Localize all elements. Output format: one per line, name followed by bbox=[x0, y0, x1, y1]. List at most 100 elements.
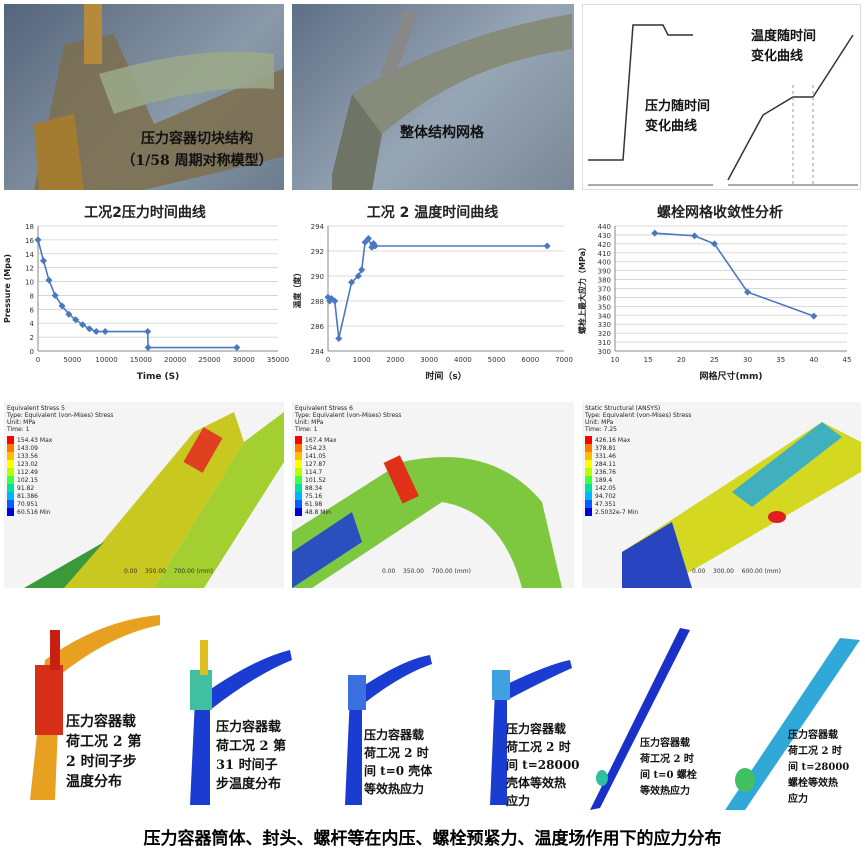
legend-row: 154.23 bbox=[295, 444, 337, 452]
pressure-curve-label-line1: 压力随时间 bbox=[645, 99, 711, 114]
thermal-label-line: 压力容器载 bbox=[506, 722, 567, 736]
data-point bbox=[744, 288, 752, 296]
legend-swatch bbox=[585, 500, 592, 508]
legend-row: 102.15 bbox=[7, 476, 52, 484]
temperature-curve-label-line2: 变化曲线 bbox=[751, 49, 804, 64]
legend-value: 114.7 bbox=[305, 468, 323, 476]
mesh-render bbox=[332, 8, 572, 190]
scale-label: 600.00 (mm) bbox=[741, 568, 781, 575]
legend-value: 88.34 bbox=[305, 484, 323, 492]
legend-swatch bbox=[295, 436, 302, 444]
x-tick-label: 2000 bbox=[387, 356, 405, 364]
data-point bbox=[79, 321, 87, 329]
legend-swatch bbox=[295, 484, 302, 492]
legend-value: 142.05 bbox=[595, 484, 616, 492]
data-point bbox=[144, 328, 152, 336]
legend-value: 94.702 bbox=[595, 492, 616, 500]
model-block-label: 压力容器切块结构 （1/58 周期对称模型） bbox=[112, 128, 282, 172]
thermal-label-3: 压力容器载 荷工况 2 时 间 t=0 壳体 等效热应力 bbox=[364, 726, 432, 798]
x-tick-label: 5000 bbox=[488, 356, 506, 364]
legend-swatch bbox=[585, 484, 592, 492]
legend-value: 101.52 bbox=[305, 476, 326, 484]
legend-value: 60.516 Min bbox=[17, 508, 51, 516]
legend-row: 123.02 bbox=[7, 460, 52, 468]
stress-header-line: Unit: MPa bbox=[295, 419, 324, 426]
legend-swatch bbox=[7, 492, 14, 500]
y-tick-label: 10 bbox=[25, 279, 34, 287]
x-tick-label: 0 bbox=[326, 356, 330, 364]
legend-row: 88.34 bbox=[295, 484, 337, 492]
legend-swatch bbox=[295, 476, 302, 484]
y-tick-label: 294 bbox=[311, 223, 325, 231]
legend-row: 141.05 bbox=[295, 452, 337, 460]
legend-row: 81.386 bbox=[7, 492, 52, 500]
legend-value: 75.16 bbox=[305, 492, 323, 500]
data-point bbox=[58, 302, 66, 310]
legend-swatch bbox=[7, 444, 14, 452]
data-point bbox=[51, 291, 59, 299]
stress-header-line: Equivalent Stress 5 bbox=[7, 405, 65, 412]
pressure-chart: 0 2 4 6 8 10 12 14 16 18 0 5000 10000 15000 20000 25000… bbox=[3, 223, 289, 382]
x-tick-label: 40 bbox=[809, 356, 818, 364]
legend-row: 167.4 Max bbox=[295, 436, 337, 444]
legend-swatch bbox=[585, 452, 592, 460]
legend-row: 48.8 Min bbox=[295, 508, 337, 516]
legend-row: 47.351 bbox=[585, 500, 638, 508]
scale-label: 350.00 bbox=[145, 568, 166, 575]
data-point bbox=[92, 328, 100, 336]
x-tick-label: 10 bbox=[611, 356, 620, 364]
model-block-panel: 压力容器切块结构 （1/58 周期对称模型） bbox=[4, 4, 284, 190]
pressure-curve-label: 压力随时间 变化曲线 bbox=[645, 97, 710, 137]
legend-row: 61.98 bbox=[295, 500, 337, 508]
temperature-curve-label-line1: 温度随时间 bbox=[751, 29, 817, 44]
stress-render-2 bbox=[292, 455, 562, 588]
legend-swatch bbox=[295, 492, 302, 500]
x-tick-label: 4000 bbox=[454, 356, 472, 364]
legend-swatch bbox=[7, 476, 14, 484]
legend-value: 70.951 bbox=[17, 500, 38, 508]
stress-header-line: Type: Equivalent (von-Mises) Stress bbox=[7, 412, 114, 419]
legend-swatch bbox=[7, 484, 14, 492]
thermal-label-line: 间 t=0 螺栓 bbox=[640, 770, 697, 781]
convergence-chart: 3003103203303403503603703803904004104204… bbox=[577, 223, 851, 382]
mesh-panel: 整体结构网格 bbox=[292, 4, 574, 190]
stress-header-3: Static Structural (ANSYS) Type: Equivale… bbox=[585, 405, 691, 433]
x-tick-label: 35000 bbox=[267, 356, 289, 364]
legend-row: 143.09 bbox=[7, 444, 52, 452]
model-block-render bbox=[34, 4, 284, 190]
y-tick-label: 2 bbox=[30, 334, 34, 342]
thermal-row: 压力容器载 荷工况 2 第 2 时间子步 温度分布 压力容器载 荷工况 2 第 … bbox=[0, 600, 865, 815]
scale-bar-1: 0.00 350.00 700.00 (mm) bbox=[124, 568, 213, 575]
legend-row: 133.56 bbox=[7, 452, 52, 460]
thermal-label-line: 螺栓等效热 bbox=[788, 778, 838, 789]
data-point bbox=[144, 344, 152, 352]
legend-row: 142.05 bbox=[585, 484, 638, 492]
stress-header-line: Time: 1 bbox=[295, 426, 318, 433]
x-tick-label: 7000 bbox=[555, 356, 573, 364]
legend-value: 91.82 bbox=[17, 484, 35, 492]
thermal-label-line: 2 时间子步 bbox=[66, 754, 137, 770]
legend-value: 154.43 Max bbox=[17, 436, 53, 444]
stress-legend-3: 426.16 Max 378.81 331.46 284.11 236.76 189.4 1… bbox=[585, 436, 638, 516]
y-tick-label: 292 bbox=[311, 248, 324, 256]
legend-swatch bbox=[585, 444, 592, 452]
thermal-label-line: 荷工况 2 时 bbox=[640, 754, 694, 765]
data-point bbox=[101, 328, 109, 336]
stress-render-3 bbox=[622, 422, 861, 588]
thermal-label-line: 等效热应力 bbox=[640, 786, 690, 797]
legend-swatch bbox=[295, 500, 302, 508]
y-tick-label: 16 bbox=[25, 237, 34, 245]
y-tick-label: 390 bbox=[598, 268, 611, 276]
stress-header-line: Type: Equivalent (von-Mises) Stress bbox=[295, 412, 402, 419]
x-tick-label: 35 bbox=[776, 356, 785, 364]
x-tick-label: 25000 bbox=[198, 356, 220, 364]
data-point bbox=[651, 229, 659, 237]
thermal-label-line: 间 t=28000 bbox=[788, 762, 850, 773]
thermal-label-line: 应力 bbox=[788, 794, 808, 805]
data-point bbox=[65, 310, 73, 318]
legend-value: 2.5032e-7 Min bbox=[595, 508, 639, 516]
y-tick-label: 440 bbox=[598, 223, 611, 231]
y-tick-label: 290 bbox=[311, 273, 324, 281]
legend-value: 123.02 bbox=[17, 460, 38, 468]
y-tick-label: 410 bbox=[598, 250, 611, 258]
